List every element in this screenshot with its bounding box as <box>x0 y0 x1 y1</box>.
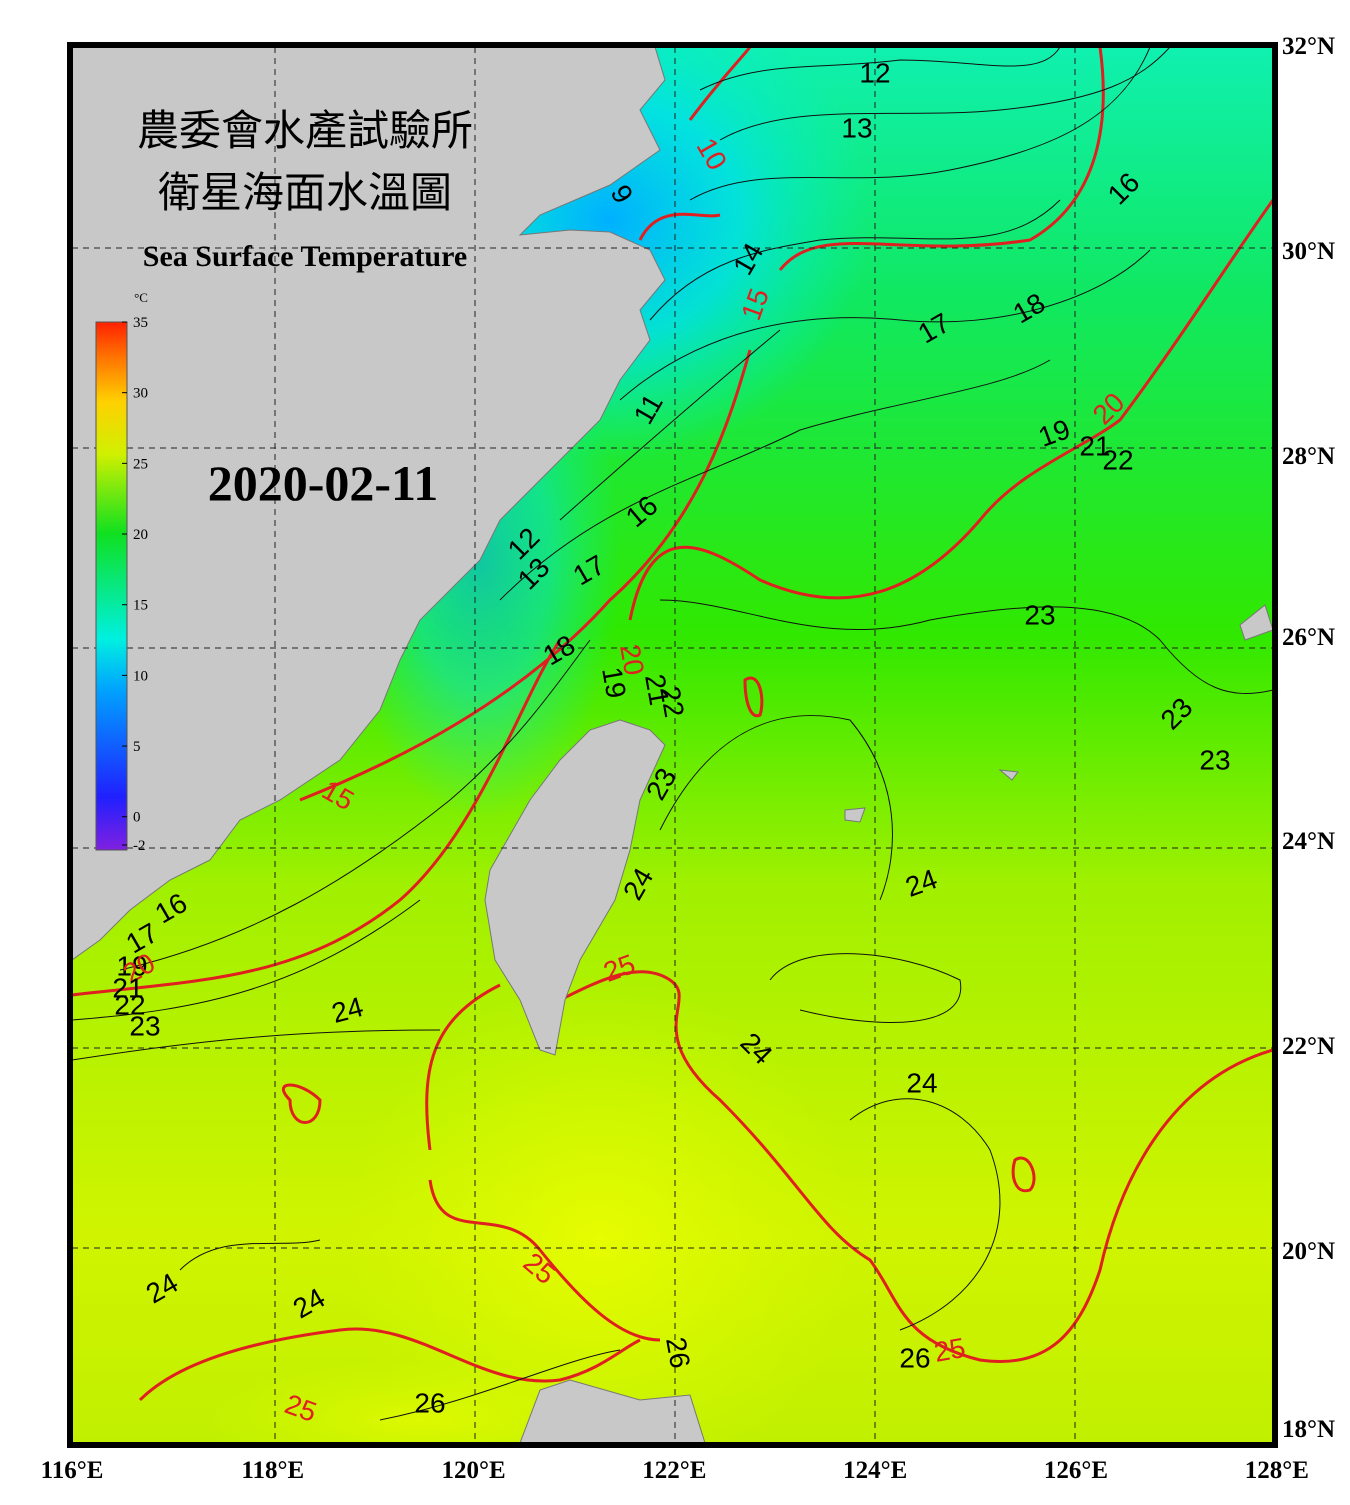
contour-label: 22 <box>654 684 690 720</box>
lat-label: 32°N <box>1282 33 1335 60</box>
lon-label: 128°E <box>1245 1457 1309 1484</box>
lat-label: 26°N <box>1282 624 1335 651</box>
contour-label: 13 <box>841 112 872 143</box>
title-zh: 衛星海面水溫圖 <box>158 171 452 217</box>
lon-label: 122°E <box>642 1457 706 1484</box>
contour-label: 23 <box>1024 599 1055 630</box>
lat-label: 18°N <box>1282 1416 1335 1443</box>
lat-label: 30°N <box>1282 238 1335 265</box>
lon-label: 126°E <box>1044 1457 1108 1484</box>
lat-label: 20°N <box>1282 1238 1335 1265</box>
contour-label: 24 <box>906 1067 937 1098</box>
colorbar-tick-label: 25 <box>133 456 148 472</box>
colorbar-tick-label: -2 <box>133 838 146 854</box>
lat-label: 22°N <box>1282 1033 1335 1060</box>
colorbar-tick-label: 10 <box>133 668 148 684</box>
lat-label: 24°N <box>1282 828 1335 855</box>
contour-label: 21 <box>112 972 143 1003</box>
date: 2020-02-11 <box>208 455 439 511</box>
contour-label: 23 <box>129 1010 160 1041</box>
colorbar-tick-label: 5 <box>133 739 141 755</box>
contour-label: 21 <box>1079 430 1110 461</box>
colorbar-tick-label: 0 <box>133 810 141 826</box>
contour-label: 26 <box>899 1342 930 1373</box>
title-zh: 農委會水產試驗所 <box>137 108 473 155</box>
contour-label: 22 <box>1102 444 1133 475</box>
colorbar <box>95 321 128 851</box>
colorbar-tick-label: 20 <box>133 527 148 543</box>
lon-label: 120°E <box>442 1457 506 1484</box>
axis-labels: 32°N 30°N 28°N 26°N 24°N 22°N 20°N 18°N 116°E 118… <box>41 33 1335 1484</box>
lat-label: 28°N <box>1282 443 1335 470</box>
lon-label: 118°E <box>241 1457 304 1484</box>
lon-label: 124°E <box>843 1457 907 1484</box>
contour-label: 23 <box>1199 744 1230 775</box>
colorbar-ticks: 35 30 25 20 15 10 5 0 -2 <box>122 315 148 854</box>
graticule <box>72 47 1273 1443</box>
colorbar-tick-label: 15 <box>133 598 148 614</box>
contour-label: 21 <box>639 672 675 708</box>
colorbar-tick-label: 35 <box>133 315 148 331</box>
colorbar-tick-label: 30 <box>133 386 148 402</box>
map-frame <box>67 42 1278 1448</box>
contour-label: 20 <box>614 642 650 678</box>
contour-label: 25 <box>932 1332 968 1368</box>
contour-label: 19 <box>116 950 147 981</box>
lon-label: 116°E <box>41 1457 104 1484</box>
contour-label: 22 <box>114 989 145 1020</box>
contour-label: 19 <box>596 665 632 701</box>
colorbar-unit: °C <box>134 290 148 305</box>
title-en: Sea Surface Temperature <box>143 240 467 273</box>
contour-label: 26 <box>414 1387 445 1418</box>
contour-label: 26 <box>660 1335 696 1371</box>
contour-label: 12 <box>859 57 890 88</box>
